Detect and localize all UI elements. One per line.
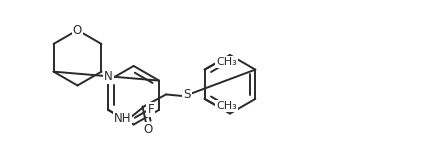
- Text: O: O: [73, 24, 82, 37]
- Text: NH: NH: [114, 112, 131, 125]
- Text: O: O: [144, 123, 153, 136]
- Text: F: F: [147, 103, 154, 116]
- Text: CH₃: CH₃: [216, 57, 237, 67]
- Text: CH₃: CH₃: [216, 101, 237, 111]
- Text: N: N: [104, 70, 113, 83]
- Text: S: S: [184, 88, 191, 101]
